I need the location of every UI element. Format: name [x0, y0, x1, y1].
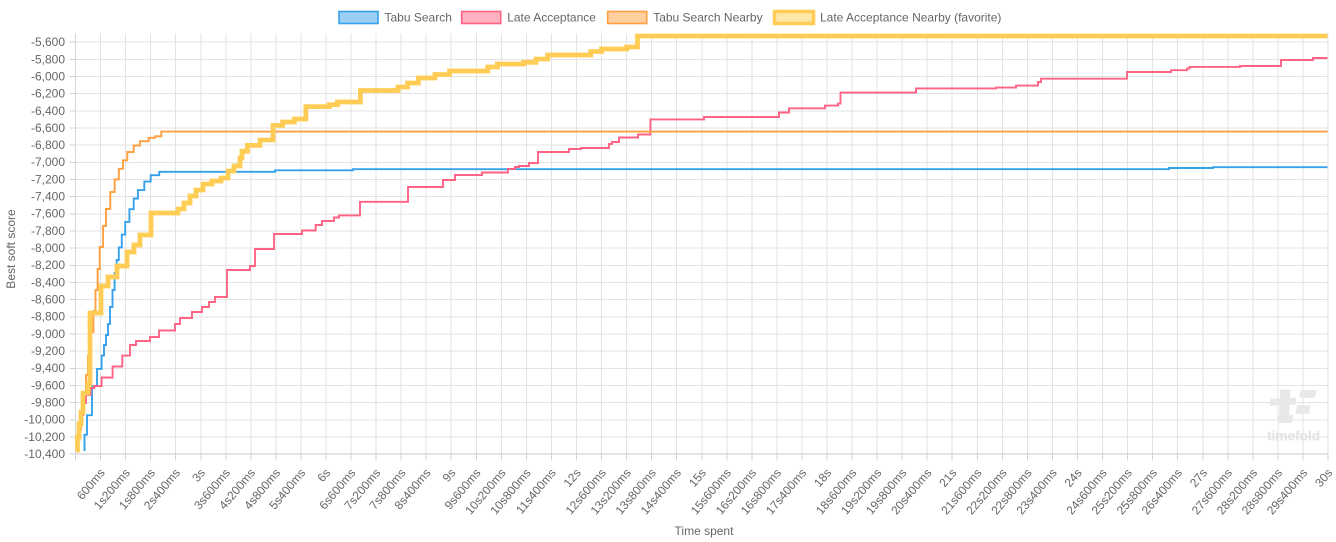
svg-text:Tabu Search: Tabu Search — [385, 11, 452, 25]
svg-text:-6,600: -6,600 — [31, 121, 65, 135]
svg-text:-5,600: -5,600 — [31, 35, 65, 49]
svg-text:-8,600: -8,600 — [31, 293, 65, 307]
svg-text:-7,400: -7,400 — [31, 190, 65, 204]
svg-text:30s: 30s — [1312, 466, 1335, 490]
svg-text:-8,400: -8,400 — [31, 275, 65, 289]
svg-text:-9,200: -9,200 — [31, 344, 65, 358]
svg-text:timefold: timefold — [1267, 428, 1320, 444]
svg-text:-9,000: -9,000 — [31, 327, 65, 341]
svg-text:-9,400: -9,400 — [31, 361, 65, 375]
svg-text:-6,400: -6,400 — [31, 104, 65, 118]
svg-text:-6,800: -6,800 — [31, 138, 65, 152]
svg-text:Late Acceptance: Late Acceptance — [507, 11, 596, 25]
svg-text:-7,200: -7,200 — [31, 172, 65, 186]
svg-text:-7,800: -7,800 — [31, 224, 65, 238]
svg-text:-7,600: -7,600 — [31, 207, 65, 221]
svg-text:9s: 9s — [440, 466, 459, 485]
svg-text:6s: 6s — [314, 466, 333, 485]
svg-text:-5,800: -5,800 — [31, 52, 65, 66]
svg-text:-8,800: -8,800 — [31, 310, 65, 324]
svg-text:-10,200: -10,200 — [24, 430, 65, 444]
svg-text:-6,200: -6,200 — [31, 87, 65, 101]
svg-text:Late Acceptance Nearby (favori: Late Acceptance Nearby (favorite) — [820, 11, 1001, 25]
svg-text:-8,200: -8,200 — [31, 258, 65, 272]
svg-text:-6,000: -6,000 — [31, 69, 65, 83]
svg-text:-8,000: -8,000 — [31, 241, 65, 255]
svg-text:-10,400: -10,400 — [24, 447, 65, 461]
svg-text:-9,600: -9,600 — [31, 378, 65, 392]
svg-text:Best soft score: Best soft score — [4, 209, 18, 289]
svg-text:Time spent: Time spent — [675, 524, 735, 538]
svg-text:-10,000: -10,000 — [24, 413, 65, 427]
svg-text:3s: 3s — [189, 466, 208, 485]
svg-text:Tabu Search Nearby: Tabu Search Nearby — [653, 11, 762, 25]
svg-text:-7,000: -7,000 — [31, 155, 65, 169]
svg-text:-9,800: -9,800 — [31, 396, 65, 410]
